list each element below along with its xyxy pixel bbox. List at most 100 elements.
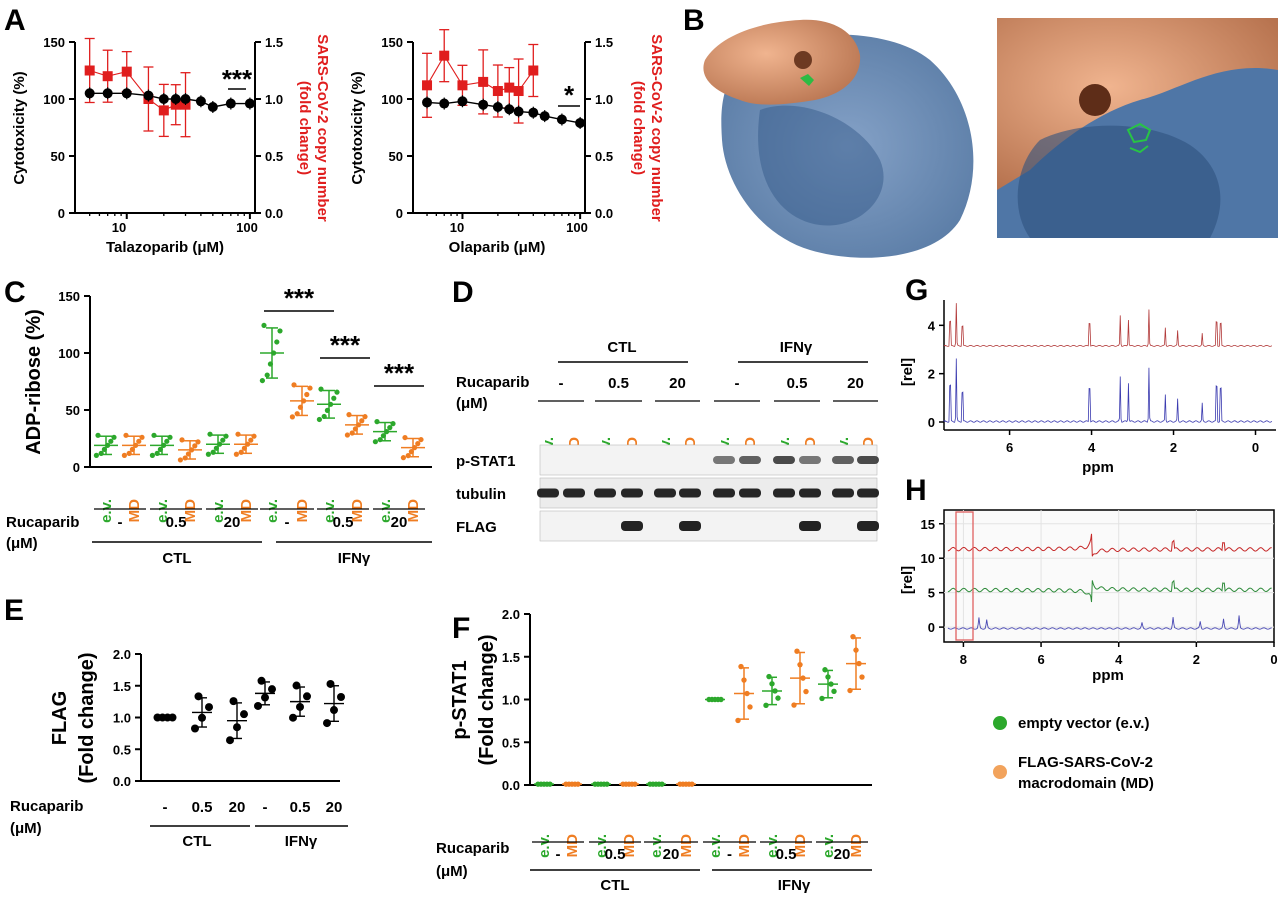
data-point [304, 391, 310, 398]
group-ev-label: e.v. [377, 499, 394, 523]
data-point [133, 442, 139, 448]
virus-point [528, 65, 539, 76]
data-point [372, 439, 378, 445]
data-point [769, 681, 775, 687]
ytick-label: 1.5 [502, 650, 520, 665]
data-point [93, 452, 99, 458]
chart-a-left: 0 50 100 150 0.0 0.5 1.0 1.5 10 100 Talazoparib… [11, 34, 331, 256]
ytick-label: 4 [928, 318, 936, 333]
legend-ev-label: empty vector (e.v.) [1018, 715, 1149, 732]
f-ylabel-2: (Fold change) [476, 634, 498, 765]
blot-band [679, 488, 701, 498]
data-point [195, 439, 201, 445]
cyto-point [457, 96, 468, 107]
group-ev-label: e.v. [593, 834, 610, 858]
f-unit-label: (μM) [436, 863, 468, 880]
ytick-label: 0.0 [502, 778, 520, 793]
chart-e: 0.0 0.5 1.0 1.5 2.0 FLAG (Fold change) Rucap… [10, 647, 348, 850]
data-point [207, 431, 213, 437]
blot-band [773, 456, 795, 464]
blot-band [654, 488, 676, 498]
data-point [261, 693, 269, 702]
blot-band [832, 456, 854, 464]
cyto-point [528, 107, 539, 118]
virus-point [84, 65, 95, 76]
group-ev-label: e.v. [210, 499, 227, 523]
virus-point [439, 50, 450, 61]
data-point [291, 382, 297, 388]
group-ev-label: e.v. [820, 834, 837, 858]
data-point [334, 389, 340, 395]
e-ylabel-2: (Fold change) [76, 652, 98, 783]
dose-label: - [118, 514, 123, 531]
data-point [356, 422, 362, 428]
data-point [213, 445, 219, 451]
data-point [235, 431, 241, 437]
data-point [297, 404, 303, 410]
e-ylabel-1: FLAG [49, 691, 71, 745]
e-ifn-label: IFNγ [285, 833, 318, 850]
d-dose-label: 20 [669, 375, 686, 392]
dose-label: 0.5 [333, 514, 354, 531]
protein-structure-image-zoom [997, 18, 1278, 238]
data-point [741, 677, 747, 683]
data-point [95, 432, 101, 438]
data-point [328, 401, 334, 407]
group-md-label: MD [349, 499, 366, 522]
data-point [797, 661, 803, 668]
data-point [111, 434, 117, 440]
data-point [387, 425, 393, 431]
ytick-label: 2.0 [502, 607, 520, 622]
xtick-label: 0 [1270, 652, 1277, 667]
xtick-label: 2 [1193, 652, 1200, 667]
y2tick-label: 0.5 [265, 149, 283, 164]
ytick-label: 15 [921, 517, 935, 532]
blot-band [621, 488, 643, 498]
a-left-xtick-10: 10 [112, 220, 126, 235]
blot-row-label: FLAG [456, 519, 497, 536]
xtick-label: 6 [1006, 440, 1013, 455]
data-point [337, 693, 345, 702]
legend-md-label-1: FLAG-SARS-CoV-2 [1018, 754, 1153, 771]
data-point [766, 673, 772, 680]
data-point [803, 688, 809, 695]
ytick-label: 0 [58, 206, 65, 221]
data-point [271, 350, 277, 356]
xtick-label: 0 [1252, 440, 1259, 455]
cyto-point [539, 111, 550, 122]
data-point [233, 723, 241, 732]
data-point [735, 717, 741, 724]
legend: empty vector (e.v.) FLAG-SARS-CoV-2 macr… [993, 715, 1154, 792]
dose-label: 20 [224, 514, 241, 531]
blot-band [679, 521, 701, 531]
data-point [98, 450, 104, 456]
blot-row-label: tubulin [456, 486, 506, 503]
cyto-point [513, 106, 524, 117]
chart-f: 0.0 0.5 1.0 1.5 2.0 p-STAT1 (Fold change) e.… [436, 607, 872, 894]
e-dose-label: - [163, 799, 168, 816]
blot-band [713, 456, 735, 464]
data-point [775, 695, 781, 701]
data-point [192, 443, 198, 449]
ytick-label: 100 [381, 92, 403, 107]
dose-label: - [285, 514, 290, 531]
data-point [233, 451, 239, 457]
ytick-label: 150 [58, 289, 80, 304]
xtick-label: 4 [1088, 440, 1096, 455]
d-dose-label: 0.5 [608, 375, 629, 392]
virus-point [492, 86, 503, 97]
data-point [326, 679, 335, 688]
data-point [289, 713, 297, 722]
dose-label: 20 [834, 846, 851, 863]
data-point [121, 452, 127, 458]
data-point [123, 432, 129, 438]
data-point [210, 449, 216, 455]
data-point [408, 449, 414, 455]
significance-stars: *** [284, 283, 315, 313]
blot-band [857, 521, 879, 531]
e-unit-label: (μM) [10, 820, 42, 837]
data-point [859, 674, 865, 680]
f-rucaparib-label: Rucaparib [436, 840, 509, 857]
y2tick-label: 1.0 [595, 92, 613, 107]
